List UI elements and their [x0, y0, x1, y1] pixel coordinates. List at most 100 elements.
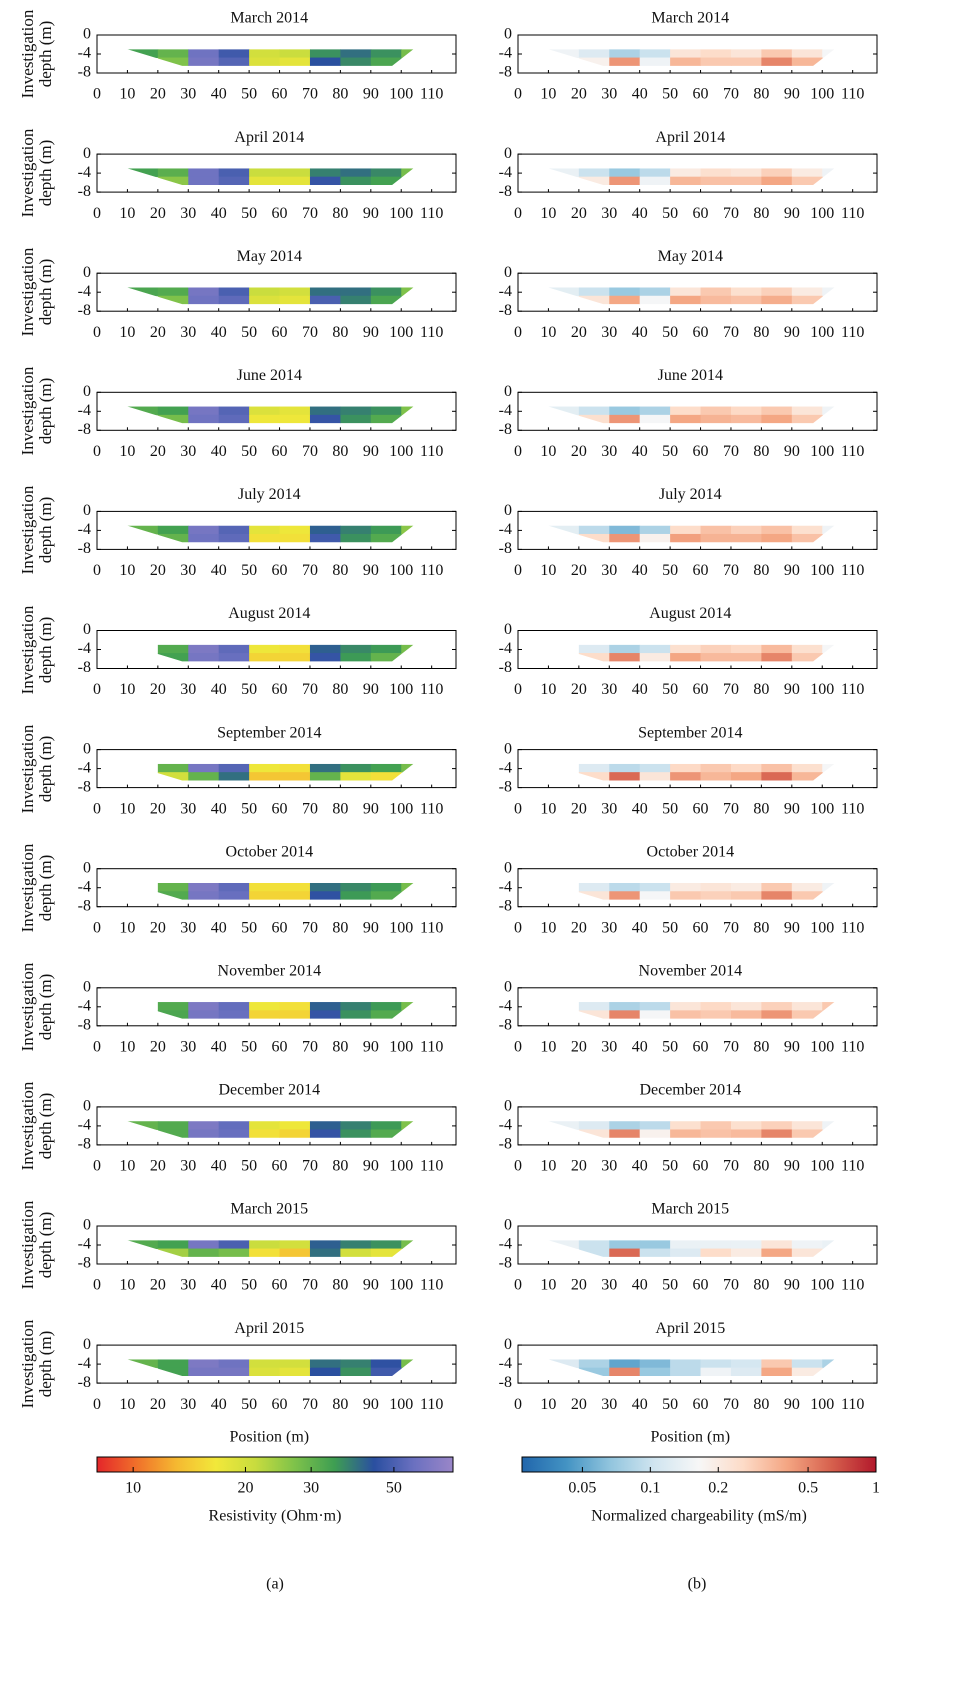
- x-tick-label: 50: [241, 1277, 257, 1294]
- cell: [639, 653, 671, 662]
- cell: [279, 176, 311, 185]
- x-tick-label: 30: [180, 919, 196, 936]
- section: [548, 1121, 835, 1138]
- cell: [370, 525, 402, 535]
- x-tick-label: 50: [662, 681, 678, 698]
- y-axis-label: Investigation depth (m): [18, 843, 55, 933]
- cell: [700, 168, 732, 178]
- cell: [548, 1359, 580, 1369]
- y-tick-label: -4: [78, 45, 91, 62]
- cell: [309, 414, 341, 424]
- panel-title: May 2014: [658, 248, 723, 265]
- y-tick-label: 0: [504, 859, 512, 876]
- y-tick-label: -8: [78, 302, 91, 319]
- cell: [340, 1121, 372, 1130]
- cell: [188, 533, 220, 543]
- cell: [609, 1121, 641, 1130]
- panel-title: August 2014: [649, 605, 731, 622]
- x-tick-label: 80: [332, 919, 348, 936]
- cell: [609, 525, 641, 535]
- section: [548, 525, 835, 543]
- cell: [370, 891, 402, 900]
- x-tick-label: 90: [363, 919, 379, 936]
- cell: [761, 1010, 793, 1019]
- panel-title: October 2014: [647, 843, 735, 860]
- x-tick-label: 10: [119, 1396, 135, 1413]
- cell: [791, 176, 823, 185]
- x-tick-label: 10: [540, 562, 556, 579]
- cell: [340, 1248, 372, 1257]
- x-tick-label: 50: [662, 1158, 678, 1175]
- colorbar-tick-label: 30: [303, 1480, 319, 1497]
- cell: [730, 1240, 762, 1250]
- cell: [730, 644, 762, 654]
- x-tick-label: 100: [389, 919, 413, 936]
- x-tick-label: 50: [662, 1396, 678, 1413]
- cell: [609, 772, 641, 781]
- y-tick-label: 0: [83, 1098, 91, 1115]
- x-tick-label: 30: [180, 1038, 196, 1055]
- cell: [127, 168, 159, 178]
- cell: [218, 168, 250, 178]
- cell: [639, 295, 671, 305]
- y-tick-label: -4: [78, 997, 91, 1014]
- y-tick-label: -4: [499, 759, 512, 776]
- x-tick-label: 40: [632, 324, 648, 341]
- cell: [639, 176, 671, 185]
- cell: [127, 406, 159, 416]
- cell: [218, 57, 250, 66]
- x-tick-label: 40: [632, 1396, 648, 1413]
- x-tick-label: 60: [272, 1277, 288, 1294]
- x-tick-label: 110: [841, 1396, 864, 1413]
- x-tick-label: 10: [119, 681, 135, 698]
- cell: [548, 1240, 580, 1250]
- cell: [700, 644, 732, 654]
- x-axis-label: Position (m): [651, 1429, 731, 1446]
- x-tick-label: 90: [784, 562, 800, 579]
- x-tick-label: 90: [363, 681, 379, 698]
- cell: [730, 763, 762, 773]
- x-tick-label: 20: [150, 324, 166, 341]
- cell: [218, 533, 250, 543]
- cell: [370, 763, 402, 773]
- cell: [791, 1129, 823, 1138]
- cell: [822, 1240, 835, 1250]
- cell: [791, 1121, 823, 1130]
- y-axis-label: Investigation depth (m): [18, 724, 55, 813]
- cell: [761, 533, 793, 543]
- cell: [670, 525, 702, 535]
- x-tick-label: 50: [241, 443, 257, 460]
- cell: [700, 763, 732, 773]
- cell: [127, 525, 159, 535]
- cell: [822, 1002, 835, 1011]
- x-tick-label: 70: [302, 681, 318, 698]
- y-tick-label: -4: [499, 1236, 512, 1253]
- y-tick-label: 0: [504, 502, 512, 519]
- y-axis-label: Investigation depth (m): [18, 486, 55, 575]
- cell: [670, 533, 702, 543]
- x-tick-label: 20: [150, 1038, 166, 1055]
- cell: [370, 287, 402, 297]
- x-tick-label: 50: [662, 443, 678, 460]
- cell: [761, 653, 793, 662]
- y-tick-label: -4: [499, 164, 512, 181]
- panel-title: March 2015: [230, 1201, 308, 1218]
- x-tick-label: 20: [571, 800, 587, 817]
- x-tick-label: 110: [420, 1158, 443, 1175]
- cell: [309, 49, 341, 59]
- section: [157, 644, 414, 662]
- x-tick-label: 100: [389, 324, 413, 341]
- cell: [188, 1129, 220, 1138]
- cell: [578, 1129, 610, 1138]
- y-tick-label: -4: [499, 1355, 512, 1372]
- cell: [188, 891, 220, 900]
- cell: [700, 1002, 732, 1011]
- y-tick-label: 0: [83, 621, 91, 638]
- colorbar-tick-label: 50: [386, 1480, 402, 1497]
- cell: [822, 287, 835, 297]
- x-tick-label: 20: [150, 1277, 166, 1294]
- cell: [157, 772, 189, 781]
- cell: [670, 287, 702, 297]
- cell: [609, 653, 641, 662]
- section: [548, 49, 835, 66]
